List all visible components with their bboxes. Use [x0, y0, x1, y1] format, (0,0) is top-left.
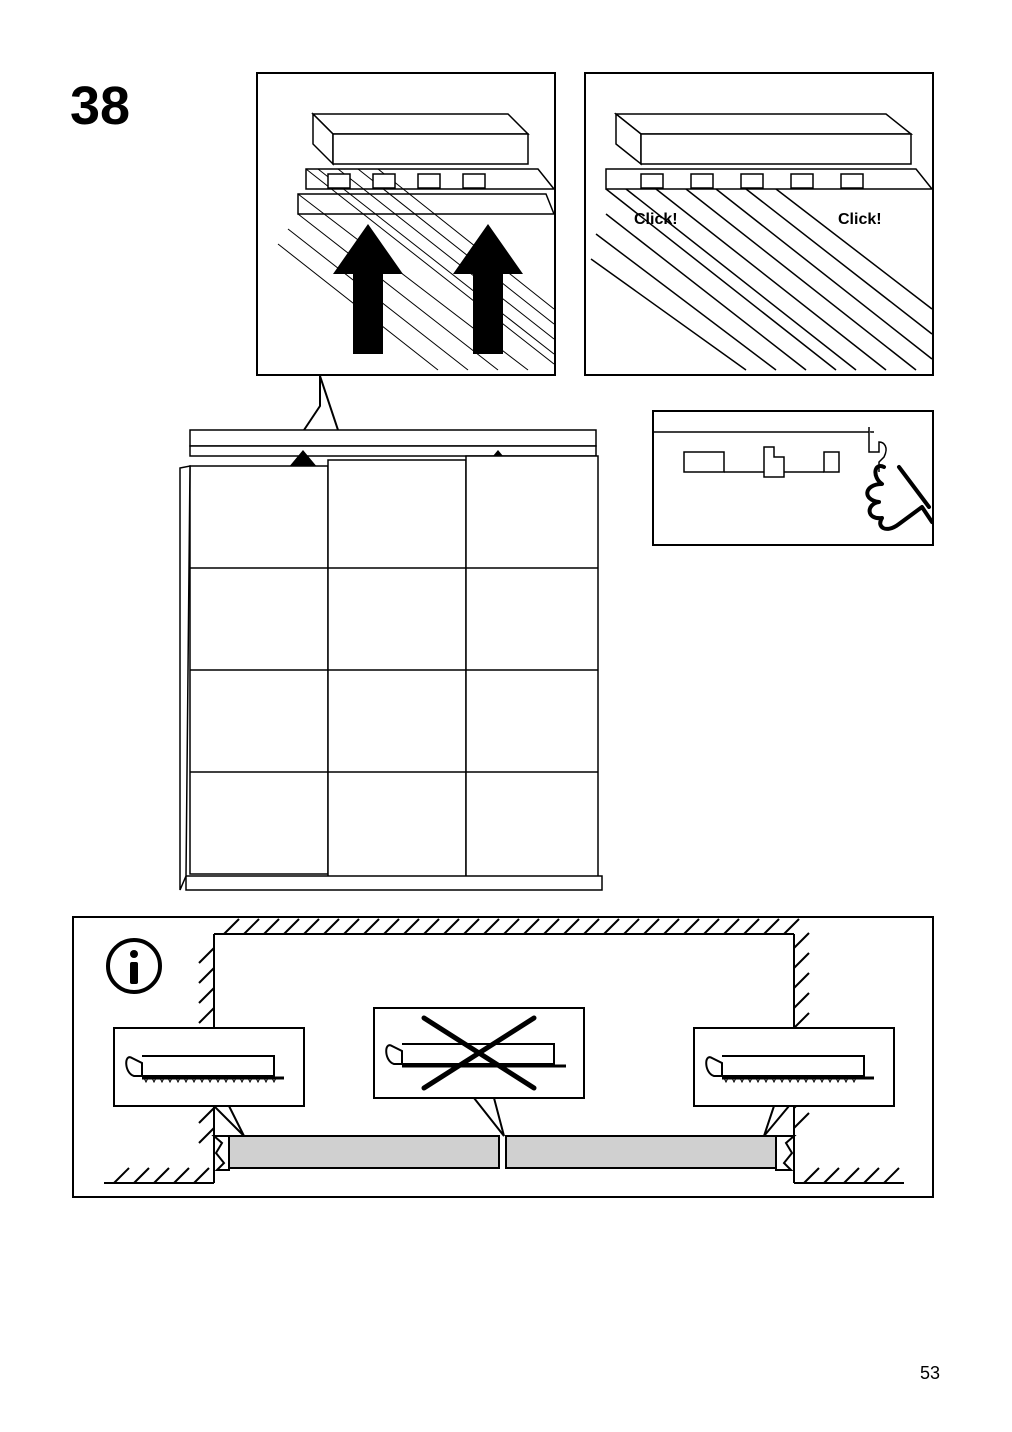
main-wardrobe-illustration	[178, 420, 608, 896]
click-label-right: Click!	[838, 211, 882, 229]
detail-panel-push-up	[256, 72, 556, 376]
step-number: 38	[70, 75, 130, 137]
detail-panel-click: Click! Click!	[584, 72, 934, 376]
info-panel	[72, 916, 934, 1198]
rail-push-illustration	[258, 74, 554, 374]
info-illustration	[74, 918, 932, 1196]
instruction-page: 38	[0, 0, 1012, 1432]
hand-profile-illustration	[654, 412, 932, 544]
page-number: 53	[920, 1363, 940, 1384]
click-label-left: Click!	[634, 211, 678, 229]
detail-panel-hand	[652, 410, 934, 546]
